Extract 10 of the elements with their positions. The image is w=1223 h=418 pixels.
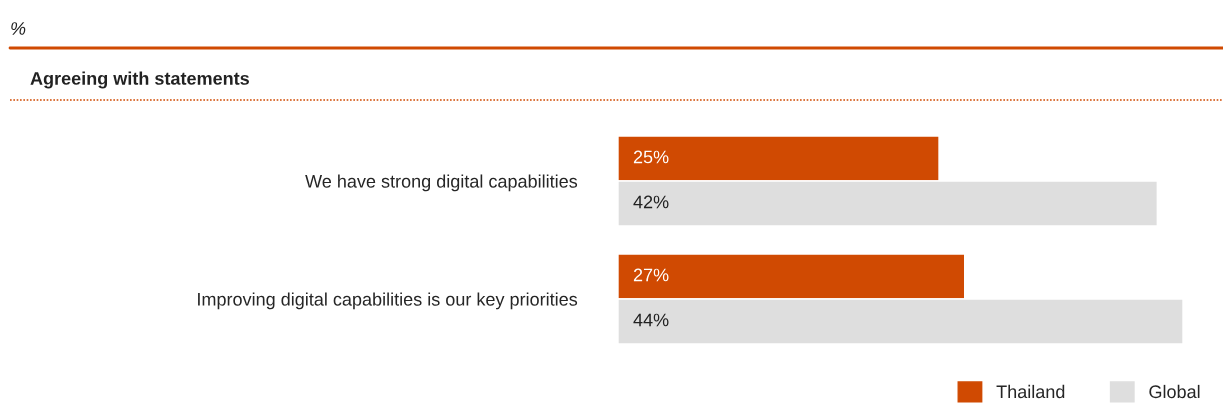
- data-label: 44%: [633, 313, 669, 327]
- text: %: [11, 22, 26, 35]
- data-label: 42%: [633, 195, 669, 209]
- text: Agreeing with statements: [30, 71, 249, 89]
- data-label: 27%: [633, 268, 669, 282]
- y-tick-label: We have strong digital capabilities: [305, 174, 578, 192]
- y-tick-label: Improving digital capabilities is our key priorities: [198, 292, 578, 310]
- legend-label: Global: [1149, 384, 1200, 399]
- data-label: 25%: [633, 150, 669, 164]
- legend-label: Thailand: [996, 384, 1065, 399]
